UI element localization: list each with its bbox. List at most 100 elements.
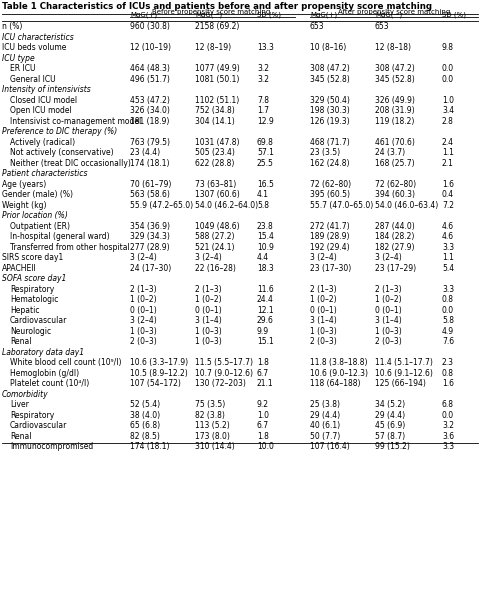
Text: 3.3: 3.3 (441, 285, 453, 294)
Text: 12 (10–19): 12 (10–19) (130, 43, 171, 53)
Text: 1102 (51.1): 1102 (51.1) (194, 96, 239, 104)
Text: 168 (25.7): 168 (25.7) (374, 159, 414, 168)
Text: Platelet count (10⁴/l): Platelet count (10⁴/l) (10, 379, 89, 388)
Text: 3.6: 3.6 (441, 432, 453, 441)
Text: 70 (61–79): 70 (61–79) (130, 180, 171, 189)
Text: 54.0 (46.0–63.4): 54.0 (46.0–63.4) (374, 201, 437, 210)
Text: 24 (17–30): 24 (17–30) (130, 264, 171, 273)
Text: Age (years): Age (years) (2, 180, 46, 189)
Text: Immunocompromised: Immunocompromised (10, 442, 93, 451)
Text: 308 (47.2): 308 (47.2) (374, 64, 414, 73)
Text: 2 (1–3): 2 (1–3) (194, 285, 221, 294)
Text: 45 (6.9): 45 (6.9) (374, 421, 405, 430)
Text: Liver: Liver (10, 400, 29, 410)
Text: 1.6: 1.6 (441, 379, 453, 388)
Text: 1 (0–3): 1 (0–3) (194, 327, 221, 336)
Text: 50 (7.7): 50 (7.7) (309, 432, 339, 441)
Text: 2.8: 2.8 (441, 117, 453, 126)
Text: 23 (17–29): 23 (17–29) (374, 264, 415, 273)
Text: ER ICU: ER ICU (10, 64, 36, 73)
Text: SOFA score day1: SOFA score day1 (2, 274, 66, 283)
Text: 3 (2–4): 3 (2–4) (130, 316, 156, 325)
Text: 173 (8.0): 173 (8.0) (194, 432, 229, 441)
Text: Renal: Renal (10, 432, 31, 441)
Text: 1.8: 1.8 (256, 432, 268, 441)
Text: 2 (0–3): 2 (0–3) (374, 337, 401, 346)
Text: 4.1: 4.1 (256, 190, 268, 199)
Text: 496 (51.7): 496 (51.7) (130, 75, 169, 84)
Text: Comorbidity: Comorbidity (2, 390, 48, 399)
Text: 1 (0–2): 1 (0–2) (194, 296, 221, 304)
Text: 6.7: 6.7 (256, 369, 269, 378)
Text: 11.8 (3.8–18.8): 11.8 (3.8–18.8) (309, 358, 367, 367)
Text: 119 (18.2): 119 (18.2) (374, 117, 413, 126)
Text: 0.8: 0.8 (441, 369, 453, 378)
Text: Table 1 Characteristics of ICUs and patients before and after propensity score m: Table 1 Characteristics of ICUs and pati… (2, 2, 431, 11)
Text: 4.4: 4.4 (256, 253, 269, 262)
Text: 189 (28.9): 189 (28.9) (309, 232, 349, 241)
Text: 6.8: 6.8 (441, 400, 453, 410)
Text: 5.8: 5.8 (441, 316, 453, 325)
Text: 1.7: 1.7 (256, 106, 268, 115)
Text: 69.8: 69.8 (256, 138, 273, 147)
Text: 1 (0–3): 1 (0–3) (130, 327, 156, 336)
Text: 2 (0–3): 2 (0–3) (309, 337, 336, 346)
Text: 563 (58.6): 563 (58.6) (130, 190, 169, 199)
Text: Laboratory data day1: Laboratory data day1 (2, 347, 84, 357)
Text: 25.5: 25.5 (256, 159, 273, 168)
Text: Cardiovascular: Cardiovascular (10, 421, 67, 430)
Text: 12 (8–18): 12 (8–18) (374, 43, 410, 53)
Text: 24.4: 24.4 (256, 296, 273, 304)
Text: 0.0: 0.0 (441, 75, 453, 84)
Text: 6.7: 6.7 (256, 421, 269, 430)
Text: 3 (2–4): 3 (2–4) (374, 253, 401, 262)
Text: Preference to DIC therapy (%): Preference to DIC therapy (%) (2, 127, 117, 136)
Text: 55.9 (47.2–65.0): 55.9 (47.2–65.0) (130, 201, 193, 210)
Text: 126 (19.3): 126 (19.3) (309, 117, 349, 126)
Text: 763 (79.5): 763 (79.5) (130, 138, 169, 147)
Text: 1 (0–3): 1 (0–3) (194, 337, 221, 346)
Text: 1.1: 1.1 (441, 148, 453, 157)
Text: 192 (29.4): 192 (29.4) (309, 243, 349, 252)
Text: 3.3: 3.3 (441, 243, 453, 252)
Text: 12 (8–19): 12 (8–19) (194, 43, 231, 53)
Text: 208 (31.9): 208 (31.9) (374, 106, 414, 115)
Text: 308 (47.2): 308 (47.2) (309, 64, 349, 73)
Text: 4.6: 4.6 (441, 232, 453, 241)
Text: 1307 (60.6): 1307 (60.6) (194, 190, 239, 199)
Text: 2158 (69.2): 2158 (69.2) (194, 22, 239, 31)
Text: 10.6 (3.3–17.9): 10.6 (3.3–17.9) (130, 358, 188, 367)
Text: 65 (6.8): 65 (6.8) (130, 421, 160, 430)
Text: 310 (14.4): 310 (14.4) (194, 442, 234, 451)
Text: Hematologic: Hematologic (10, 296, 58, 304)
Text: 118 (64–188): 118 (64–188) (309, 379, 360, 388)
Text: 25 (3.8): 25 (3.8) (309, 400, 339, 410)
Text: 326 (34.0): 326 (34.0) (130, 106, 169, 115)
Text: SD (%): SD (%) (441, 11, 465, 18)
Text: 1077 (49.9): 1077 (49.9) (194, 64, 239, 73)
Text: 272 (41.7): 272 (41.7) (309, 221, 349, 231)
Text: 7.8: 7.8 (256, 96, 268, 104)
Text: 0 (0–1): 0 (0–1) (309, 306, 336, 315)
Text: 329 (34.3): 329 (34.3) (130, 232, 169, 241)
Text: 52 (5.4): 52 (5.4) (130, 400, 160, 410)
Text: 1049 (48.6): 1049 (48.6) (194, 221, 239, 231)
Text: 82 (3.8): 82 (3.8) (194, 411, 225, 420)
Text: 2.3: 2.3 (441, 358, 453, 367)
Text: 468 (71.7): 468 (71.7) (309, 138, 349, 147)
Text: 181 (18.9): 181 (18.9) (130, 117, 169, 126)
Text: 29 (4.4): 29 (4.4) (309, 411, 339, 420)
Text: 0.0: 0.0 (441, 64, 453, 73)
Text: MgG(−): MgG(−) (194, 11, 222, 18)
Text: 1.0: 1.0 (441, 96, 453, 104)
Text: Respiratory: Respiratory (10, 285, 54, 294)
Text: Not actively (conservative): Not actively (conservative) (10, 148, 113, 157)
Text: 11.6: 11.6 (256, 285, 273, 294)
Text: 12.9: 12.9 (256, 117, 273, 126)
Text: 40 (6.1): 40 (6.1) (309, 421, 339, 430)
Text: 82 (8.5): 82 (8.5) (130, 432, 159, 441)
Text: 653: 653 (374, 22, 389, 31)
Text: 72 (62–80): 72 (62–80) (374, 180, 415, 189)
Text: 198 (30.3): 198 (30.3) (309, 106, 349, 115)
Text: 54.0 (46.2–64.0): 54.0 (46.2–64.0) (194, 201, 258, 210)
